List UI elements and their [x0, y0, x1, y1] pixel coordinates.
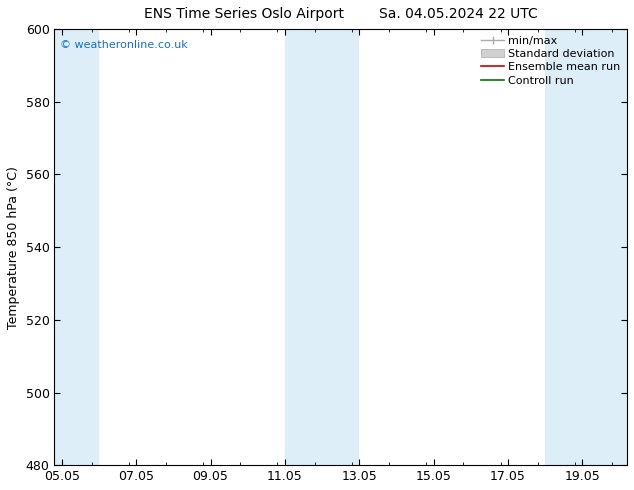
Bar [285, 29, 359, 465]
Bar [545, 29, 627, 465]
Y-axis label: Temperature 850 hPa (°C): Temperature 850 hPa (°C) [7, 166, 20, 329]
Text: © weatheronline.co.uk: © weatheronline.co.uk [60, 40, 188, 50]
Bar [55, 29, 99, 465]
Legend: min/max, Standard deviation, Ensemble mean run, Controll run: min/max, Standard deviation, Ensemble me… [477, 31, 625, 90]
Title: ENS Time Series Oslo Airport        Sa. 04.05.2024 22 UTC: ENS Time Series Oslo Airport Sa. 04.05.2… [144, 7, 538, 21]
